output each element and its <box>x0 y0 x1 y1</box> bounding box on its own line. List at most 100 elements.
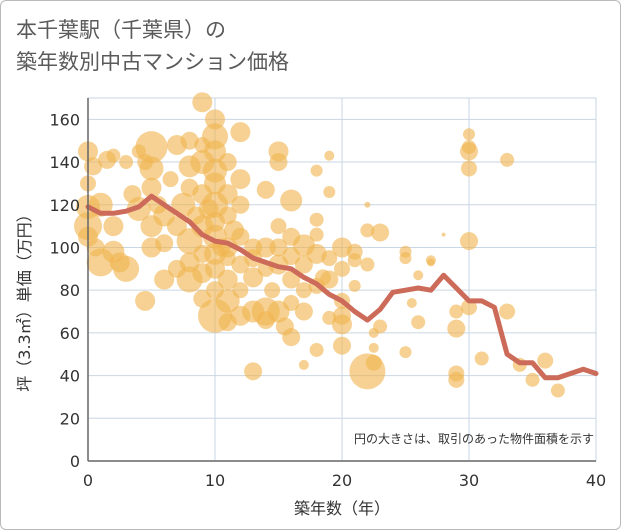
data-bubble <box>406 297 417 308</box>
data-bubble <box>309 227 324 242</box>
data-bubble <box>218 206 237 225</box>
data-bubble <box>270 218 287 235</box>
data-bubble <box>525 372 540 387</box>
data-bubble <box>360 257 375 272</box>
data-bubble <box>141 177 162 198</box>
data-bubble <box>135 131 168 164</box>
data-bubble <box>282 270 301 289</box>
data-bubble <box>499 303 516 320</box>
data-bubble <box>332 314 352 335</box>
x-tick-label: 30 <box>459 471 479 490</box>
data-bubble <box>255 237 276 258</box>
data-bubble <box>280 189 303 212</box>
data-bubble <box>230 122 251 143</box>
data-bubble <box>411 315 426 330</box>
data-bubble <box>103 216 124 237</box>
trend-layer <box>85 193 599 381</box>
data-bubble <box>217 269 238 290</box>
data-bubble <box>364 201 371 208</box>
bubble-layer <box>74 92 565 398</box>
data-bubble <box>180 131 199 150</box>
data-bubble <box>368 342 379 353</box>
data-bubble <box>399 252 412 265</box>
data-bubble <box>310 164 323 177</box>
data-bubble <box>294 255 313 274</box>
data-bubble <box>230 169 251 190</box>
x-axis-label: 築年数（年） <box>294 499 390 518</box>
data-bubble <box>320 270 339 289</box>
data-bubble <box>441 232 446 237</box>
data-bubble <box>460 142 478 161</box>
data-bubble <box>155 234 174 253</box>
x-tick-label: 40 <box>586 471 606 490</box>
data-bubble <box>537 352 554 369</box>
data-bubble <box>219 250 236 267</box>
data-bubble <box>243 267 264 288</box>
data-bubble <box>463 128 475 141</box>
data-bubble <box>309 212 324 227</box>
data-bubble <box>365 354 382 371</box>
data-bubble <box>324 150 335 161</box>
data-bubble <box>231 195 250 214</box>
axes <box>87 98 596 462</box>
y-axis-label: 坪（3.3㎡）単価（万円） <box>15 206 34 391</box>
y-tick-label: 40 <box>60 367 80 386</box>
data-bubble <box>413 270 424 281</box>
chart-note: 円の大きさは、取引のあった物件面積を示す <box>354 431 594 446</box>
data-bubble <box>106 148 121 163</box>
data-bubble <box>119 155 134 170</box>
data-bubble <box>215 288 240 313</box>
data-bubble <box>231 227 250 246</box>
y-tick-label: 60 <box>60 324 80 343</box>
data-bubble <box>139 156 164 181</box>
data-bubble <box>448 371 465 388</box>
tick-labels: 0 20 40 60 80 100 120 140 160 0 10 20 30 40 <box>49 110 606 490</box>
data-bubble <box>283 294 300 311</box>
data-bubble <box>309 342 324 357</box>
data-bubble <box>269 238 288 257</box>
data-bubble <box>218 153 237 172</box>
data-bubble <box>256 180 275 199</box>
data-bubble <box>232 282 249 299</box>
data-bubble <box>162 171 179 188</box>
data-bubble <box>264 282 281 299</box>
y-tick-label: 120 <box>49 196 80 215</box>
data-bubble <box>295 282 312 299</box>
data-bubble <box>426 258 435 267</box>
y-tick-label: 140 <box>49 153 80 172</box>
x-tick-label: 20 <box>332 471 352 490</box>
data-bubble <box>282 328 301 347</box>
data-bubble <box>334 260 350 277</box>
data-bubble <box>449 304 464 319</box>
y-tick-label: 80 <box>60 281 80 300</box>
data-bubble <box>323 185 336 198</box>
title-line-2: 築年数別中古マンション価格 <box>16 50 289 74</box>
data-bubble <box>217 184 238 205</box>
data-bubble <box>154 269 175 290</box>
data-bubble <box>500 152 515 167</box>
y-tick-label: 100 <box>49 238 80 257</box>
data-bubble <box>321 250 338 267</box>
data-bubble <box>360 223 375 238</box>
data-bubble <box>474 351 489 366</box>
y-tick-label: 20 <box>60 409 80 428</box>
data-bubble <box>294 302 313 321</box>
y-tick-label: 0 <box>70 452 80 471</box>
data-bubble <box>333 336 351 355</box>
data-bubble <box>205 109 225 130</box>
data-bubble <box>269 153 288 172</box>
data-bubble <box>550 383 565 398</box>
data-bubble <box>135 290 156 311</box>
data-bubble <box>371 223 390 242</box>
x-tick-label: 0 <box>83 471 93 490</box>
data-bubble <box>244 362 263 381</box>
trend-line <box>85 193 599 381</box>
data-bubble <box>460 232 478 251</box>
data-bubble <box>347 253 362 268</box>
data-bubble <box>461 160 477 177</box>
title-line-1: 本千葉駅（千葉県）の <box>16 18 226 42</box>
data-bubble <box>113 255 140 282</box>
data-bubble <box>447 319 466 338</box>
chart-title: 本千葉駅（千葉県）の 築年数別中古マンション価格 <box>16 14 289 78</box>
